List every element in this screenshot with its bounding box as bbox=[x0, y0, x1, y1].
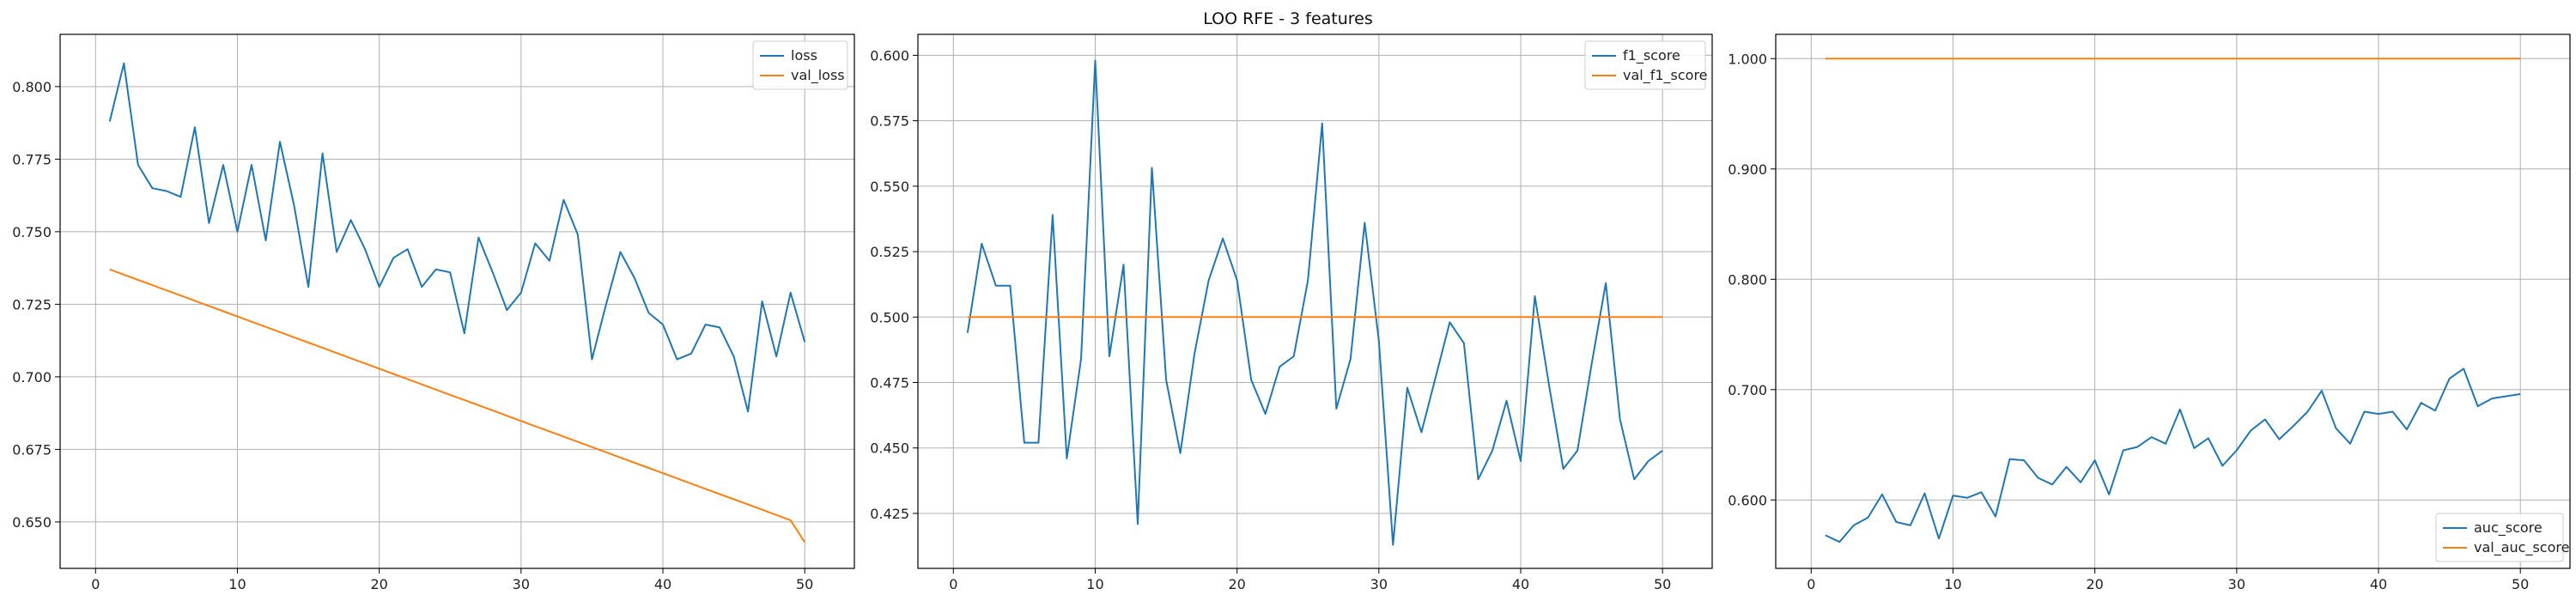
y-tick-label: 0.800 bbox=[12, 79, 52, 95]
legend-box bbox=[752, 40, 848, 90]
x-tick-label: 40 bbox=[2370, 576, 2387, 592]
y-tick-label: 0.475 bbox=[870, 375, 909, 392]
series-line-val_loss bbox=[109, 268, 806, 543]
legend-label-val_f1_score: val_f1_score bbox=[1623, 67, 1708, 84]
axes-frame bbox=[917, 33, 1713, 569]
y-tick-label: 0.700 bbox=[1728, 382, 1767, 398]
x-tick-label: 40 bbox=[654, 576, 671, 592]
chart-panel-1: 0 10 20 30 40 50 0.650 0.675 0.700 0.725 0.750 0.77… bbox=[12, 33, 855, 592]
legend-label-auc_score: auc_score bbox=[2474, 519, 2543, 537]
y-tick-label: 0.500 bbox=[870, 309, 909, 325]
x-tick-label: 20 bbox=[370, 576, 387, 592]
y-tick-label: 0.650 bbox=[12, 514, 52, 531]
x-tick-label: 30 bbox=[513, 576, 530, 592]
y-tick-label: 0.450 bbox=[870, 440, 909, 457]
y-tick-label: 0.525 bbox=[870, 244, 909, 260]
y-tick-label: 0.775 bbox=[12, 151, 52, 167]
y-tick-label: 0.800 bbox=[1728, 271, 1767, 288]
axes-frame bbox=[1775, 33, 2571, 569]
x-tick-label: 40 bbox=[1512, 576, 1529, 592]
x-tick-label: 0 bbox=[1807, 576, 1815, 592]
x-tick-label: 10 bbox=[1086, 576, 1103, 592]
legend-label-val_loss: val_loss bbox=[791, 67, 845, 84]
y-tick-label: 0.600 bbox=[1728, 492, 1767, 508]
chart-panel-3: 0 10 20 30 40 50 0.600 0.700 0.800 0.900 1.000 auc_… bbox=[1728, 33, 2571, 592]
x-tick-label: 10 bbox=[228, 576, 246, 592]
y-tick-label: 0.725 bbox=[12, 296, 52, 313]
x-tick-label: 10 bbox=[1944, 576, 1961, 592]
series-line-auc_score bbox=[1825, 367, 2521, 543]
y-tick-label: 0.750 bbox=[12, 224, 52, 240]
legend: auc_score val_auc_score bbox=[2435, 513, 2569, 562]
legend-box bbox=[1584, 40, 1706, 90]
legend-label-f1_score: f1_score bbox=[1623, 47, 1680, 64]
x-tick-label: 0 bbox=[91, 576, 100, 592]
x-tick-label: 30 bbox=[1370, 576, 1388, 592]
legend: loss val_loss bbox=[752, 40, 848, 90]
y-tick-label: 0.425 bbox=[870, 506, 909, 522]
series-line-f1_score bbox=[966, 59, 1663, 546]
x-tick-label: 30 bbox=[2228, 576, 2245, 592]
x-tick-label: 50 bbox=[1654, 576, 1671, 592]
y-tick-label: 0.550 bbox=[870, 179, 909, 195]
x-tick-label: 50 bbox=[2512, 576, 2529, 592]
legend-label-val_auc_score: val_auc_score bbox=[2474, 539, 2569, 556]
y-tick-label: 0.575 bbox=[870, 113, 909, 130]
legend-box bbox=[2435, 513, 2564, 562]
y-tick-label: 0.700 bbox=[12, 369, 52, 385]
x-tick-label: 50 bbox=[796, 576, 813, 592]
legend-label-loss: loss bbox=[791, 47, 817, 64]
axes-frame bbox=[59, 33, 855, 569]
series-line-loss bbox=[108, 62, 806, 413]
figure-title: LOO RFE - 3 features bbox=[1203, 9, 1373, 28]
y-tick-label: 1.000 bbox=[1728, 51, 1767, 67]
x-tick-label: 20 bbox=[1228, 576, 1245, 592]
chart-panel-2: 0 10 20 30 40 50 0.425 0.450 0.475 0.500 0.525 0.55… bbox=[870, 33, 1713, 592]
y-tick-label: 0.900 bbox=[1728, 161, 1767, 178]
y-tick-label: 0.600 bbox=[870, 47, 909, 64]
x-tick-label: 20 bbox=[2086, 576, 2103, 592]
y-tick-label: 0.675 bbox=[12, 441, 52, 458]
x-tick-label: 0 bbox=[949, 576, 957, 592]
legend: f1_score val_f1_score bbox=[1584, 40, 1708, 90]
